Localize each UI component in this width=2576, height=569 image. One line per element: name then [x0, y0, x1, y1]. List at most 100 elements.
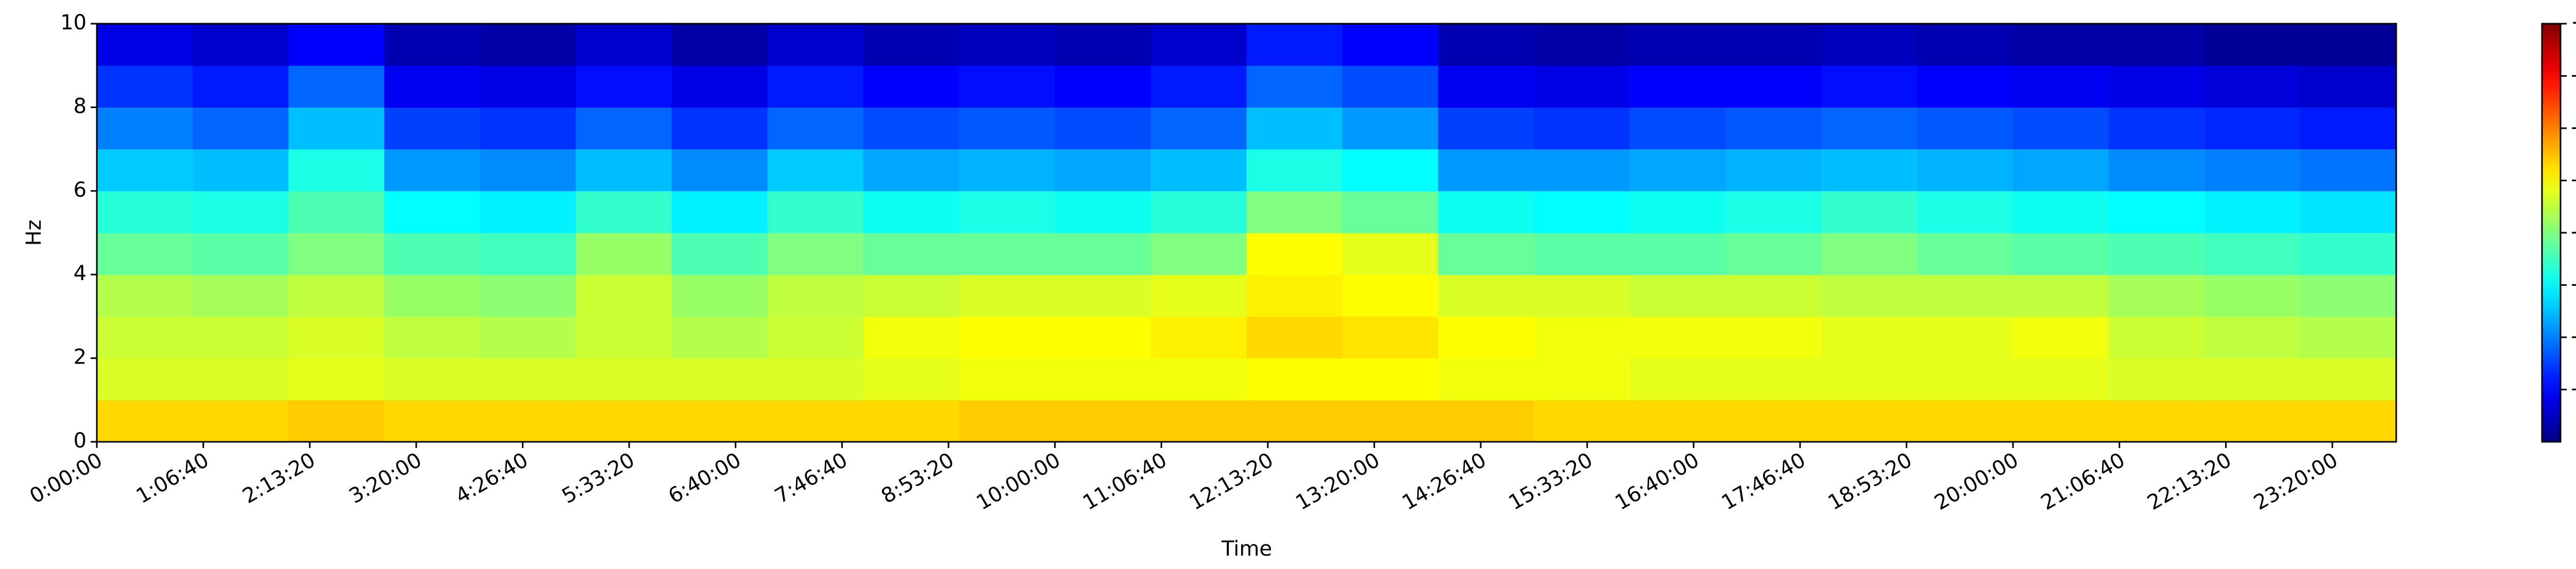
- heatmap-cell: [288, 274, 385, 317]
- colorbar-tick-label: -40 dB: [2571, 220, 2576, 244]
- heatmap-cell: [1150, 233, 1247, 275]
- heatmap-cell: [863, 149, 960, 192]
- heatmap-cell: [1438, 191, 1534, 233]
- x-tick-label: 17:46:40: [1718, 448, 1810, 515]
- heatmap-cell: [2013, 65, 2109, 108]
- heatmap-cell: [1534, 316, 1630, 359]
- heatmap-cell: [1534, 149, 1630, 192]
- heatmap-cell: [384, 24, 481, 66]
- x-tick-label: 12:13:20: [1185, 448, 1278, 515]
- heatmap-cell: [97, 107, 193, 150]
- heatmap-cell: [1821, 149, 1918, 192]
- x-tick-label: 5:33:20: [558, 448, 639, 508]
- heatmap-cell: [2013, 233, 2109, 275]
- x-axis-label: Time: [1221, 537, 1272, 561]
- heatmap-cell: [384, 65, 481, 108]
- heatmap-cell: [288, 316, 385, 359]
- heatmap-cell: [2205, 274, 2301, 317]
- x-tick-label: 0:00:00: [26, 448, 107, 508]
- heatmap-cell: [671, 191, 768, 233]
- heatmap-cell: [1630, 358, 1726, 401]
- heatmap-cell: [671, 233, 768, 275]
- heatmap-cell: [671, 107, 768, 150]
- heatmap-cell: [1246, 233, 1343, 275]
- x-tick-label: 3:20:00: [345, 448, 426, 508]
- heatmap-cell: [671, 149, 768, 192]
- heatmap-cell: [288, 358, 385, 401]
- heatmap-cell: [2205, 65, 2301, 108]
- heatmap-cell: [2109, 233, 2205, 275]
- heatmap-cell: [671, 274, 768, 317]
- heatmap-cell: [97, 233, 193, 275]
- heatmap-cell: [1246, 358, 1343, 401]
- heatmap-cell: [1246, 274, 1343, 317]
- heatmap-cell: [1725, 400, 1822, 442]
- heatmap-cell: [1725, 107, 1822, 150]
- heatmap-cell: [959, 107, 1056, 150]
- heatmap-cell: [863, 358, 960, 401]
- heatmap-cell: [288, 400, 385, 442]
- heatmap-cell: [384, 358, 481, 401]
- heatmap-cell: [1534, 65, 1630, 108]
- heatmap-cell: [192, 24, 289, 66]
- heatmap-cell: [2205, 149, 2301, 192]
- colorbar-tick-label: +0 dB: [2571, 11, 2576, 35]
- heatmap-cell: [192, 316, 289, 359]
- heatmap-cell: [1055, 149, 1151, 192]
- heatmap-cell: [1630, 149, 1726, 192]
- heatmap-cell: [1821, 316, 1918, 359]
- heatmap-cell: [192, 107, 289, 150]
- colorbar-tick-label: -50 dB: [2571, 272, 2576, 296]
- heatmap-cell: [480, 358, 577, 401]
- heatmap-cell: [575, 149, 672, 192]
- heatmap-cell: [1917, 65, 2013, 108]
- heatmap-cell: [1630, 107, 1726, 150]
- x-tick-label: 4:26:40: [451, 448, 532, 508]
- colorbar: [2541, 23, 2562, 443]
- heatmap-cell: [1534, 233, 1630, 275]
- heatmap-cell: [1725, 316, 1822, 359]
- heatmap-cell: [288, 191, 385, 233]
- heatmap-cell: [1150, 149, 1247, 192]
- heatmap-cell: [2109, 191, 2205, 233]
- heatmap-cell: [97, 358, 193, 401]
- heatmap-cell: [1246, 65, 1343, 108]
- y-axis-label: Hz: [22, 219, 46, 246]
- heatmap-cell: [1246, 191, 1343, 233]
- heatmap-cell: [1246, 400, 1343, 442]
- heatmap-cell: [2205, 316, 2301, 359]
- heatmap-cell: [1534, 400, 1630, 442]
- heatmap-cell: [959, 274, 1056, 317]
- heatmap-cell: [384, 400, 481, 442]
- heatmap-cell: [2109, 400, 2205, 442]
- heatmap-cell: [1055, 65, 1151, 108]
- heatmap-cell: [2013, 400, 2109, 442]
- x-tick-label: 11:06:40: [1079, 448, 1171, 515]
- heatmap-cell: [1246, 107, 1343, 150]
- heatmap-cell: [480, 316, 577, 359]
- heatmap-cell: [1055, 24, 1151, 66]
- y-tick-label: 2: [74, 346, 87, 369]
- heatmap-cell: [2300, 233, 2397, 275]
- x-tick-label: 22:13:20: [2143, 448, 2235, 515]
- heatmap-cell: [767, 24, 864, 66]
- heatmap-cell: [1438, 358, 1534, 401]
- heatmap-cell: [97, 65, 193, 108]
- heatmap-cell: [1246, 24, 1343, 66]
- heatmap-cell: [192, 149, 289, 192]
- x-tick-label: 2:13:20: [239, 448, 319, 508]
- heatmap-cell: [1438, 149, 1534, 192]
- heatmap-cell: [2300, 149, 2397, 192]
- heatmap-cell: [959, 24, 1056, 66]
- x-tick-label: 7:46:40: [771, 448, 852, 508]
- heatmap-cell: [192, 65, 289, 108]
- heatmap-cell: [1246, 149, 1343, 192]
- heatmap-cell: [2205, 107, 2301, 150]
- heatmap-cell: [480, 149, 577, 192]
- x-tick-label: 23:20:00: [2250, 448, 2342, 515]
- heatmap-cell: [959, 233, 1056, 275]
- heatmap-cell: [1917, 149, 2013, 192]
- heatmap-cell: [1342, 358, 1438, 401]
- heatmap-cell: [767, 400, 864, 442]
